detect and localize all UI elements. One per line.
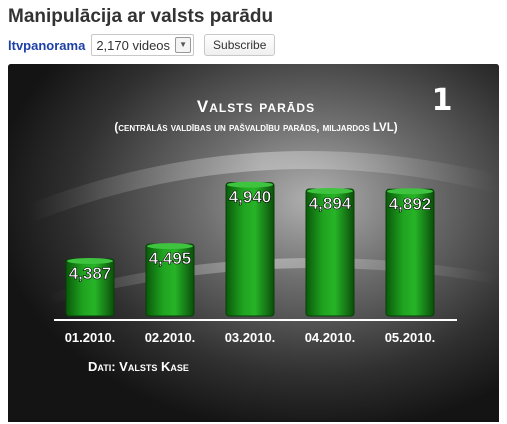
channel-logo: 1	[432, 83, 453, 118]
x-tick-label-2: 02.2010.	[145, 330, 196, 345]
source-note: Dati: Valsts Kase	[88, 359, 189, 374]
x-axis-labels: 01.2010. 02.2010. 03.2010. 04.2010. 05.2010.	[65, 330, 436, 345]
value-labels: 4,387 4,495 4,940 4,894 4,892	[68, 187, 432, 283]
bar-top-1	[67, 258, 113, 264]
video-title: Manipulācija ar valsts parādu	[8, 6, 274, 27]
bar-top-2	[147, 243, 193, 250]
background-swoosh	[24, 151, 499, 223]
bar-top-5	[387, 188, 433, 195]
bar-top-3	[227, 181, 273, 188]
subscribe-button[interactable]: Subscribe	[204, 34, 276, 56]
value-label-5: 4,892	[389, 194, 432, 213]
bar-group	[65, 181, 435, 317]
video-frame: Valsts parāds (centrālās valdības un paš…	[8, 64, 499, 422]
x-tick-label-4: 04.2010.	[305, 330, 356, 345]
chart-subtitle: (centrālās valdības un pašvaldību parāds…	[114, 122, 397, 134]
videos-count: 2,170 videos	[96, 37, 171, 53]
value-label-2: 4,495	[149, 249, 192, 268]
value-label-4: 4,894	[309, 194, 352, 213]
x-tick-label-5: 05.2010.	[385, 330, 436, 345]
channel-link[interactable]: ltvpanorama	[8, 37, 86, 53]
channel-bar: ltvpanorama 2,170 videos ▼ Subscribe	[8, 34, 276, 56]
chart-title: Valsts parāds	[197, 97, 315, 116]
chevron-down-icon[interactable]: ▼	[175, 37, 192, 53]
x-tick-label-3: 03.2010.	[225, 330, 276, 345]
value-label-3: 4,940	[229, 188, 272, 207]
x-tick-label-1: 01.2010.	[65, 330, 116, 345]
value-label-1: 4,387	[69, 264, 112, 283]
bar-top-4	[307, 188, 353, 195]
video-player[interactable]: Valsts parāds (centrālās valdības un paš…	[8, 64, 499, 422]
videos-dropdown[interactable]: 2,170 videos ▼	[91, 34, 195, 56]
